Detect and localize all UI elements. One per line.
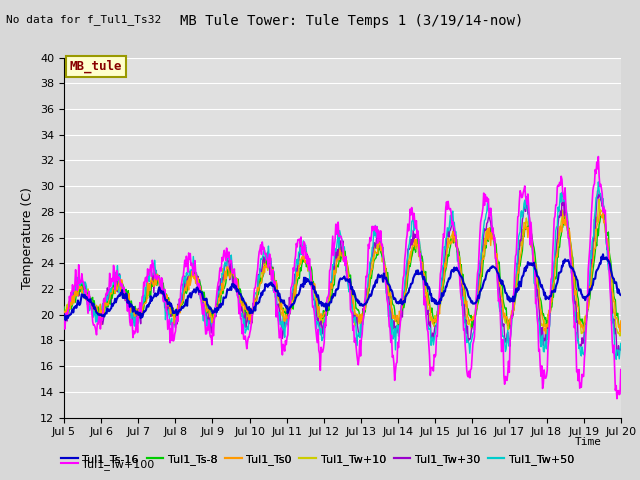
- Tul1_Tw+30: [617, 346, 625, 351]
- Line: Tul1_Tw+100: Tul1_Tw+100: [64, 156, 621, 399]
- Tul1_Ts-16: [411, 272, 419, 277]
- Tul1_Tw+50: [595, 179, 602, 185]
- Tul1_Ts0: [410, 242, 418, 248]
- Tul1_Ts-8: [617, 321, 625, 326]
- Tul1_Tw+50: [127, 317, 135, 323]
- Tul1_Tw+50: [426, 325, 434, 331]
- Tul1_Tw+100: [613, 396, 621, 402]
- Tul1_Ts0: [596, 209, 604, 215]
- Tul1_Tw+10: [70, 294, 78, 300]
- Tul1_Ts0: [60, 308, 68, 314]
- Legend: Tul1_Tw+100: Tul1_Tw+100: [57, 455, 159, 474]
- Tul1_Tw+10: [617, 327, 625, 333]
- Tul1_Tw+100: [595, 154, 602, 159]
- Tul1_Ts-16: [599, 252, 607, 257]
- Tul1_Tw+10: [214, 300, 221, 306]
- Tul1_Ts0: [70, 300, 78, 306]
- Tul1_Tw+10: [616, 333, 624, 339]
- Line: Tul1_Ts-8: Tul1_Ts-8: [64, 212, 621, 329]
- Tul1_Tw+50: [617, 340, 625, 346]
- Tul1_Tw+30: [127, 302, 135, 308]
- Tul1_Tw+100: [70, 288, 78, 293]
- Tul1_Tw+10: [426, 319, 434, 324]
- Legend: Tul1_Ts-16, Tul1_Ts-8, Tul1_Ts0, Tul1_Tw+10, Tul1_Tw+30, Tul1_Tw+50: Tul1_Ts-16, Tul1_Ts-8, Tul1_Ts0, Tul1_Tw…: [57, 450, 579, 469]
- Y-axis label: Temperature (C): Temperature (C): [22, 187, 35, 288]
- Line: Tul1_Tw+10: Tul1_Tw+10: [64, 199, 621, 336]
- Tul1_Ts-8: [70, 295, 78, 301]
- Tul1_Tw+30: [60, 304, 68, 310]
- Tul1_Tw+30: [70, 288, 78, 294]
- Line: Tul1_Ts0: Tul1_Ts0: [64, 212, 621, 334]
- Tul1_Tw+50: [60, 315, 68, 321]
- Tul1_Ts0: [617, 318, 625, 324]
- Tul1_Ts-16: [71, 305, 79, 311]
- Tul1_Ts-8: [60, 304, 68, 310]
- Tul1_Tw+10: [184, 273, 192, 279]
- Tul1_Ts-8: [214, 305, 221, 311]
- Tul1_Tw+30: [184, 274, 192, 280]
- Tul1_Ts0: [184, 278, 192, 284]
- Line: Tul1_Tw+30: Tul1_Tw+30: [64, 191, 621, 355]
- Tul1_Ts-8: [127, 298, 135, 304]
- Tul1_Ts0: [426, 307, 434, 312]
- Tul1_Tw+100: [214, 286, 221, 291]
- Tul1_Tw+30: [614, 352, 621, 358]
- Tul1_Tw+30: [214, 300, 221, 306]
- Tul1_Ts0: [214, 306, 221, 312]
- Tul1_Tw+100: [410, 210, 418, 216]
- Tul1_Ts-8: [506, 326, 514, 332]
- Tul1_Ts-8: [184, 283, 192, 288]
- Tul1_Ts-16: [428, 291, 435, 297]
- Tul1_Ts-16: [185, 294, 193, 300]
- Tul1_Tw+100: [127, 316, 135, 322]
- Tul1_Ts0: [127, 302, 135, 308]
- Tul1_Ts-8: [410, 247, 418, 253]
- Tul1_Tw+30: [594, 188, 602, 194]
- Line: Tul1_Ts-16: Tul1_Ts-16: [64, 254, 621, 320]
- Tul1_Tw+100: [617, 367, 625, 372]
- Tul1_Tw+10: [127, 303, 135, 309]
- Tul1_Tw+50: [612, 357, 620, 362]
- Tul1_Tw+10: [410, 238, 418, 244]
- Tul1_Ts-16: [617, 292, 625, 298]
- Tul1_Ts0: [542, 331, 550, 336]
- Tul1_Tw+30: [410, 240, 418, 245]
- Text: MB Tule Tower: Tule Temps 1 (3/19/14-now): MB Tule Tower: Tule Temps 1 (3/19/14-now…: [180, 14, 524, 28]
- Text: Time: Time: [575, 437, 602, 447]
- Tul1_Ts-16: [61, 317, 69, 323]
- Tul1_Tw+50: [410, 228, 418, 233]
- Tul1_Tw+100: [184, 269, 192, 275]
- Tul1_Tw+100: [426, 372, 434, 378]
- Tul1_Ts-16: [128, 303, 136, 309]
- Tul1_Ts-8: [426, 308, 434, 314]
- Tul1_Tw+50: [184, 263, 192, 268]
- Text: No data for f_Tul1_Ts32: No data for f_Tul1_Ts32: [6, 14, 162, 25]
- Tul1_Tw+50: [70, 287, 78, 292]
- Tul1_Tw+10: [60, 313, 68, 319]
- Line: Tul1_Tw+50: Tul1_Tw+50: [64, 182, 621, 360]
- Tul1_Ts-16: [214, 307, 222, 313]
- Tul1_Ts-8: [601, 209, 609, 215]
- Tul1_Tw+100: [60, 318, 68, 324]
- Tul1_Ts-16: [60, 312, 68, 317]
- Tul1_Tw+10: [595, 196, 603, 202]
- Text: MB_tule: MB_tule: [70, 60, 122, 73]
- Tul1_Tw+30: [426, 319, 434, 324]
- Tul1_Tw+50: [214, 301, 221, 307]
